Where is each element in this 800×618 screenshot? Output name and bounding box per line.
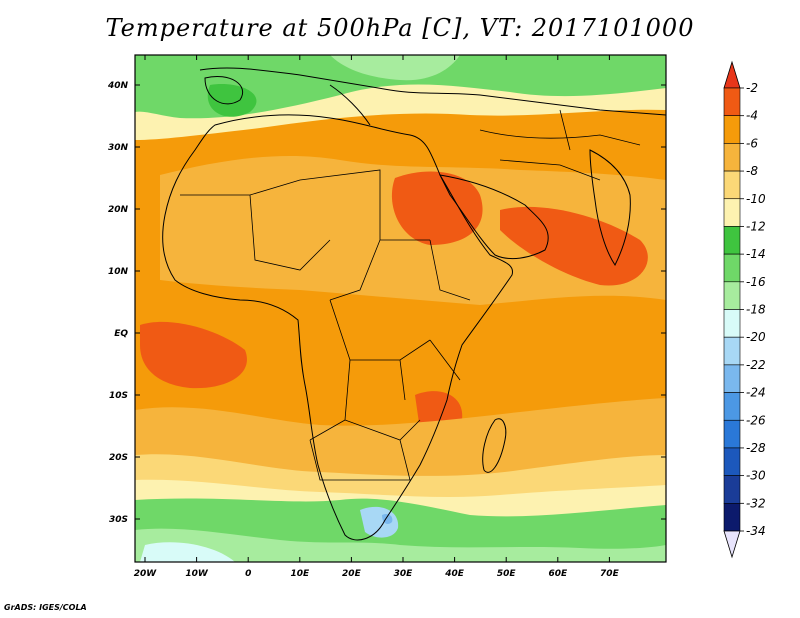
lat-tick-label: 10N xyxy=(108,267,129,277)
field-southwest-cyan xyxy=(140,542,235,562)
colorbar-label: -8 xyxy=(746,164,758,178)
colorbar-label: -24 xyxy=(746,386,766,400)
coastlines xyxy=(162,67,666,541)
lat-tick-label: 30N xyxy=(108,143,129,153)
field-south-lightgreen xyxy=(135,528,666,562)
colorbar-segment xyxy=(723,143,741,172)
lat-tick-label: EQ xyxy=(114,329,128,339)
colorbar-label: -2 xyxy=(746,81,758,95)
colorbar-segment xyxy=(723,253,741,283)
colorbar-segment xyxy=(723,309,741,338)
longitude-axis: 20W 10W 0 10E 20E 30E 40E 50E 60E 70E xyxy=(134,55,620,579)
colorbar-segment xyxy=(723,475,741,504)
colorbar-label: -20 xyxy=(746,330,766,344)
lon-tick-label: 10E xyxy=(290,569,310,579)
lon-tick-label: 20W xyxy=(134,569,158,579)
iberia-coast xyxy=(204,76,243,105)
colorbar: -2 -4 -6 -8 -10 -12 -14 -16 -18 -20 -22 -24 -26 -28 -3… xyxy=(723,60,766,559)
colorbar-label: -16 xyxy=(746,275,766,289)
lat-tick-label: 20S xyxy=(109,453,128,463)
country-borders xyxy=(180,169,471,481)
lon-tick-label: 60E xyxy=(548,569,568,579)
asia-borders xyxy=(479,109,641,181)
grads-credit: GrADS: IGES/COLA xyxy=(4,603,87,612)
lon-tick-label: 0 xyxy=(245,569,251,579)
colorbar-label: -22 xyxy=(746,358,766,372)
colorbar-segment xyxy=(723,419,741,449)
colorbar-segment xyxy=(723,503,741,532)
colorbar-label: -32 xyxy=(746,496,766,510)
italy-coast xyxy=(329,84,371,126)
lon-tick-label: 30E xyxy=(394,569,414,579)
latitude-axis: 40N 30N 20N 10N EQ 10S 20S 30S xyxy=(107,81,666,525)
colorbar-label: -10 xyxy=(746,192,766,206)
colorbar-segment xyxy=(723,115,741,144)
field-iberia-green xyxy=(207,84,257,117)
india-coast xyxy=(589,149,631,266)
field-hot-arabian-sea xyxy=(500,206,648,286)
field-hot-arabia xyxy=(391,171,483,245)
colorbar-segment xyxy=(723,170,741,200)
colorbar-segment xyxy=(723,447,741,476)
colorbar-label: -4 xyxy=(746,109,758,123)
lon-tick-label: 10W xyxy=(185,569,209,579)
colorbar-label: -6 xyxy=(746,136,758,150)
colorbar-segment xyxy=(723,198,741,227)
colorbar-bottom-arrow xyxy=(723,530,741,559)
lat-tick-label: 30S xyxy=(109,515,128,525)
plot-frame xyxy=(134,54,667,563)
colorbar-segment xyxy=(723,364,741,393)
map-title: Temperature at 500hPa [C], VT: 201710100… xyxy=(105,14,695,42)
colorbar-top-arrow xyxy=(723,60,741,89)
madagascar-coast xyxy=(482,418,507,473)
lat-tick-label: 40N xyxy=(107,81,129,91)
africa-coast xyxy=(162,114,514,541)
colorbar-segment xyxy=(723,87,741,116)
lat-tick-label: 20N xyxy=(108,205,129,215)
colorbar-label: -26 xyxy=(746,413,766,427)
colorbar-label: -12 xyxy=(746,219,766,233)
arabia-coast xyxy=(439,174,549,260)
lon-tick-label: 40E xyxy=(444,569,465,579)
colorbar-segment xyxy=(723,392,741,421)
lon-tick-label: 20E xyxy=(342,569,362,579)
colorbar-label: -30 xyxy=(746,469,766,483)
colorbar-label: -28 xyxy=(746,441,766,455)
temperature-field xyxy=(135,55,666,562)
lon-tick-label: 50E xyxy=(497,569,517,579)
field-hot-atlantic xyxy=(140,321,247,389)
colorbar-label: -34 xyxy=(746,524,766,538)
europe-coast xyxy=(199,67,666,116)
colorbar-label: -18 xyxy=(746,303,766,317)
lat-tick-label: 10S xyxy=(109,391,128,401)
colorbar-segment xyxy=(723,281,741,310)
lon-tick-label: 70E xyxy=(600,569,620,579)
colorbar-segment xyxy=(723,226,741,255)
field-north-lightgreen xyxy=(330,55,460,81)
colorbar-label: -14 xyxy=(746,247,766,261)
colorbar-segment xyxy=(723,336,741,366)
